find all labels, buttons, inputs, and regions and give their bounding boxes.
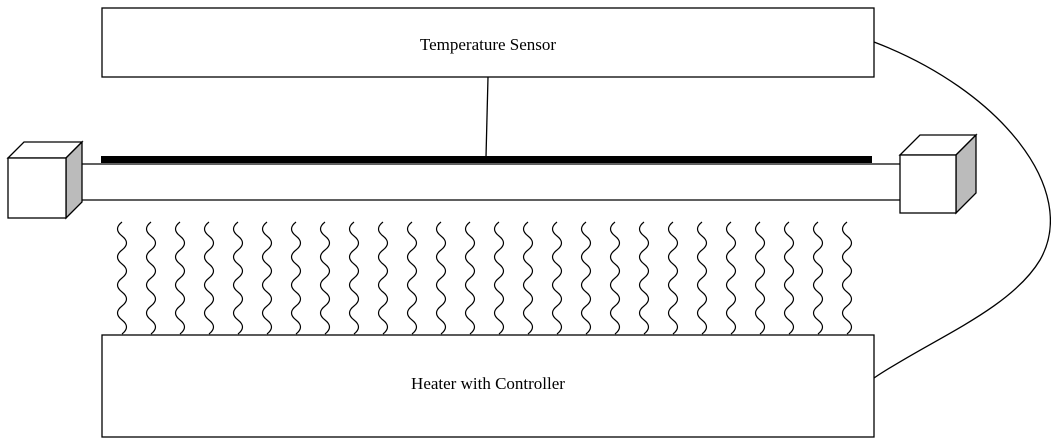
- sensor-wire: [485, 76, 489, 158]
- heat-waves: [116, 221, 853, 335]
- heat-wave: [754, 221, 766, 335]
- heat-wave: [174, 221, 186, 335]
- heat-wave: [319, 221, 331, 335]
- sensor-label: Temperature Sensor: [420, 35, 557, 54]
- right-clamp: [898, 133, 978, 215]
- heat-wave: [609, 221, 621, 335]
- heat-wave: [145, 221, 157, 335]
- left-clamp: [6, 140, 84, 220]
- heat-wave: [841, 221, 853, 335]
- heat-wave: [812, 221, 824, 335]
- heat-wave: [290, 221, 302, 335]
- rod: [71, 163, 903, 201]
- heat-wave: [261, 221, 273, 335]
- heat-wave: [232, 221, 244, 335]
- heat-wave: [638, 221, 650, 335]
- heat-wave: [116, 221, 128, 335]
- heat-wave: [348, 221, 360, 335]
- heat-wave: [406, 221, 418, 335]
- heat-wave: [667, 221, 679, 335]
- feedback-wire: [873, 41, 1051, 379]
- heater-label: Heater with Controller: [411, 374, 565, 393]
- heat-wave: [203, 221, 215, 335]
- sensor-strip: [101, 156, 872, 163]
- heat-wave: [493, 221, 505, 335]
- heat-wave: [551, 221, 563, 335]
- heat-wave: [522, 221, 534, 335]
- heat-wave: [696, 221, 708, 335]
- heat-wave: [725, 221, 737, 335]
- heat-wave: [435, 221, 447, 335]
- heat-wave: [377, 221, 389, 335]
- heater-box: [101, 334, 875, 438]
- heat-wave: [580, 221, 592, 335]
- heat-wave: [464, 221, 476, 335]
- heat-wave: [783, 221, 795, 335]
